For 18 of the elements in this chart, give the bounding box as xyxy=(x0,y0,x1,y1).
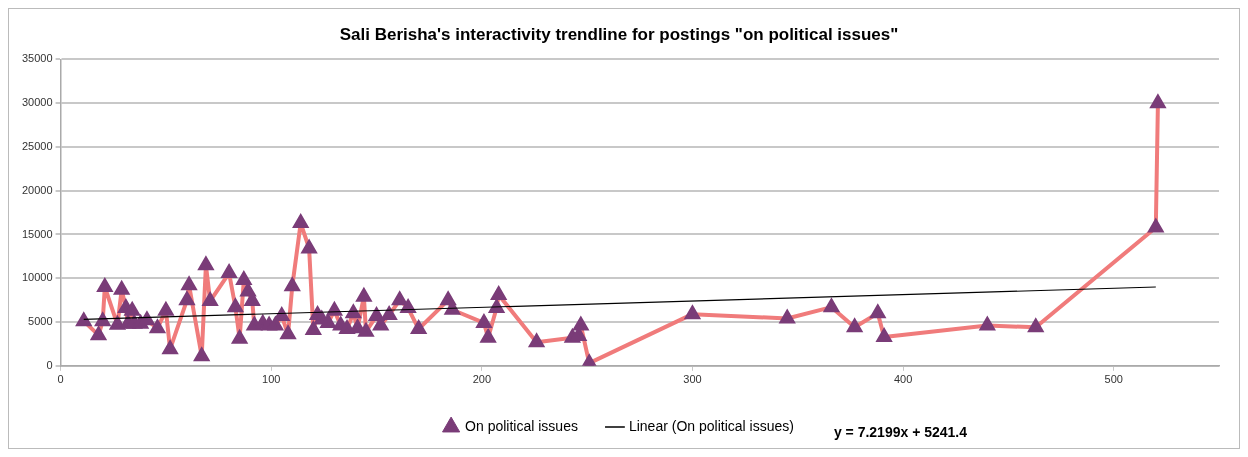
x-tick-label: 500 xyxy=(1104,373,1123,386)
y-tick-label: 15000 xyxy=(21,227,53,240)
text: y = 7.2199x + 5241.4 xyxy=(833,423,968,440)
y-tick-label: 20000 xyxy=(21,183,53,196)
x-tick-label: 0 xyxy=(57,373,64,386)
x-tick-label: 400 xyxy=(893,373,913,386)
y-tick-label: 35000 xyxy=(21,52,53,65)
y-tick-label: 30000 xyxy=(21,96,53,109)
x-tick-label: 200 xyxy=(472,373,492,386)
chart-title: Sali Berisha's interactivity trendline for postings "on political issues" xyxy=(339,24,899,44)
x-tick-label: 100 xyxy=(262,373,281,386)
y-tick-label: 0 xyxy=(46,358,53,371)
x-tick-label: 300 xyxy=(683,373,702,386)
y-tick-label: 10000 xyxy=(21,271,53,284)
legend-label: Linear (On political issues) xyxy=(628,417,794,434)
y-tick-label: 5000 xyxy=(28,315,53,328)
legend-label: On political issues xyxy=(465,417,578,434)
y-tick-label: 25000 xyxy=(21,139,53,152)
